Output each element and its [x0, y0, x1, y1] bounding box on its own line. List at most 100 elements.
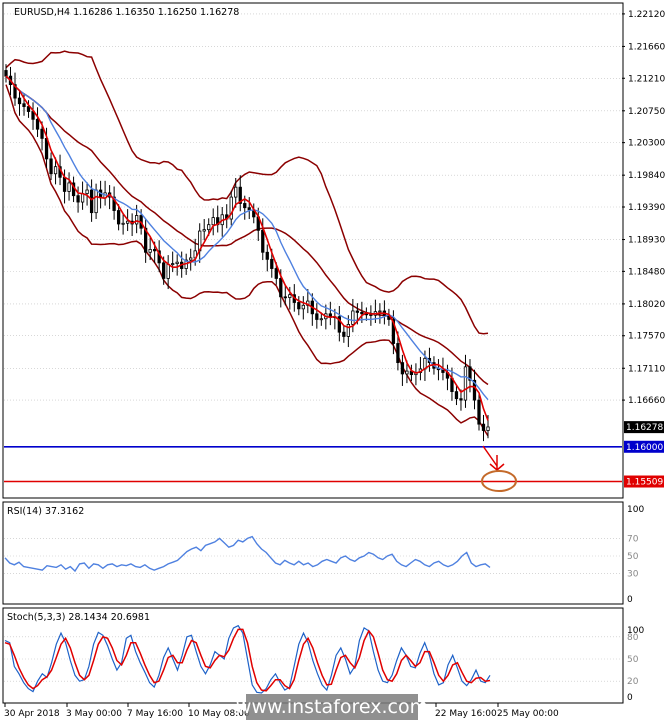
y-tick-label: 1.19840: [628, 171, 665, 181]
candle-body: [265, 251, 269, 260]
candle-body: [391, 319, 396, 344]
candle-body: [121, 222, 125, 225]
candle-body: [319, 318, 323, 321]
candle-body: [17, 97, 22, 105]
candle-body: [94, 189, 98, 214]
rsi-scale-min: 0: [627, 595, 633, 605]
candle-body: [4, 70, 8, 77]
candle-body: [189, 257, 193, 261]
x-tick-label: 22 May 16:00: [435, 709, 497, 719]
candle-body: [238, 186, 242, 204]
watermark-text: www.instaforex.com: [236, 696, 428, 718]
level-label: 1.16000: [626, 443, 663, 453]
y-tick-label: 1.17110: [628, 364, 665, 374]
rsi-panel-frame: [2, 501, 624, 605]
target-ellipse: [481, 470, 517, 492]
candle-body: [134, 215, 139, 225]
candle-body: [144, 227, 148, 253]
candle-body: [22, 103, 26, 107]
candle-body: [175, 261, 179, 264]
candle-body: [261, 229, 265, 253]
bollinger-upper-line: [5, 50, 489, 335]
rsi-level-label: 30: [627, 570, 639, 580]
candle-body: [80, 193, 85, 203]
y-tick-label: 1.17570: [628, 332, 665, 342]
moving-averages: [5, 75, 489, 421]
stoch-scale-min: 0: [627, 693, 633, 703]
rsi-level-label: 50: [627, 552, 639, 562]
candle-body: [67, 182, 71, 192]
stoch-title: Stoch(5,3,3) 28.1434 20.6981: [7, 612, 150, 623]
candle-body: [40, 128, 44, 139]
stoch-level-label: 20: [627, 677, 639, 687]
forecast-arrow-head-icon: [489, 455, 505, 472]
candle-body: [116, 210, 121, 225]
rsi-plot: 70 50 30: [4, 534, 639, 580]
y-tick-label: 1.18480: [628, 267, 665, 277]
x-tick-label: 3 May 00:00: [66, 709, 122, 719]
candle-body: [301, 304, 305, 310]
candle-body: [351, 310, 355, 325]
candle-body: [270, 258, 274, 269]
candle-body: [481, 423, 486, 431]
candle-body: [148, 249, 152, 253]
candle-body: [171, 263, 175, 265]
candle-body: [378, 310, 382, 313]
candle-body: [247, 207, 251, 211]
symbol-header: EURUSD,H4 1.16286 1.16350 1.16250 1.1627…: [14, 7, 239, 18]
stoch-level-label: 80: [627, 633, 639, 643]
candle-body: [279, 278, 283, 298]
x-tick-label: 10 May 08:00: [188, 709, 250, 719]
candle-body: [202, 229, 206, 232]
rsi-title: RSI(14) 37.3162: [7, 506, 84, 517]
candle-body: [315, 313, 319, 320]
rsi-scale-max: 100: [627, 505, 644, 515]
price-panel-frame: [2, 2, 624, 499]
rsi-line: [4, 535, 491, 573]
candle-body: [454, 391, 459, 400]
y-tick-label: 1.16660: [628, 396, 665, 406]
ma-slow-line: [5, 75, 489, 401]
candle-body: [125, 220, 130, 224]
watermark-box: [246, 694, 418, 720]
x-tick-label: 30 Apr 2018: [4, 709, 60, 719]
candle-body: [486, 426, 490, 431]
candle-body: [76, 195, 80, 203]
price-grid: [4, 13, 622, 401]
current-price-tag: [624, 421, 664, 434]
candle-body: [459, 398, 463, 401]
stoch-signal-line: [4, 628, 491, 692]
y-tick-label: 1.18020: [628, 300, 665, 310]
x-tick-label: 25 May 00:00: [497, 709, 559, 719]
bollinger-bands: [5, 50, 489, 437]
candle-body: [211, 217, 215, 226]
candle-body: [346, 324, 350, 337]
candle-body: [360, 311, 364, 315]
candle-body: [13, 84, 17, 99]
candle-body: [229, 196, 233, 220]
candle-body: [53, 166, 58, 175]
y-tick-label: 1.20750: [628, 107, 665, 117]
candle-body: [49, 158, 53, 175]
candle-body: [405, 370, 409, 375]
x-tick-label: 7 May 16:00: [127, 709, 183, 719]
y-tick-label: 1.21660: [628, 42, 665, 52]
price-axis: 1.22120 1.21660 1.21210 1.20750 1.20300 1.198…: [622, 10, 665, 434]
candle-body: [288, 294, 292, 298]
candle-body: [400, 362, 405, 375]
candle-body: [355, 310, 360, 313]
candle-body: [472, 379, 477, 401]
candle-body: [166, 263, 170, 279]
candle-body: [468, 366, 472, 381]
candle-body: [234, 186, 238, 198]
candle-body: [62, 176, 67, 192]
candle-body: [463, 366, 468, 401]
candle-body: [26, 106, 31, 112]
candle-body: [337, 316, 341, 333]
y-tick-label: 1.21210: [628, 74, 665, 84]
stoch-main-line: [4, 624, 491, 694]
current-price-label: 1.16278: [626, 423, 663, 433]
support-levels: 1.16000 1.15509: [4, 440, 664, 488]
candle-body: [162, 262, 166, 279]
bollinger-middle-line: [5, 75, 489, 386]
